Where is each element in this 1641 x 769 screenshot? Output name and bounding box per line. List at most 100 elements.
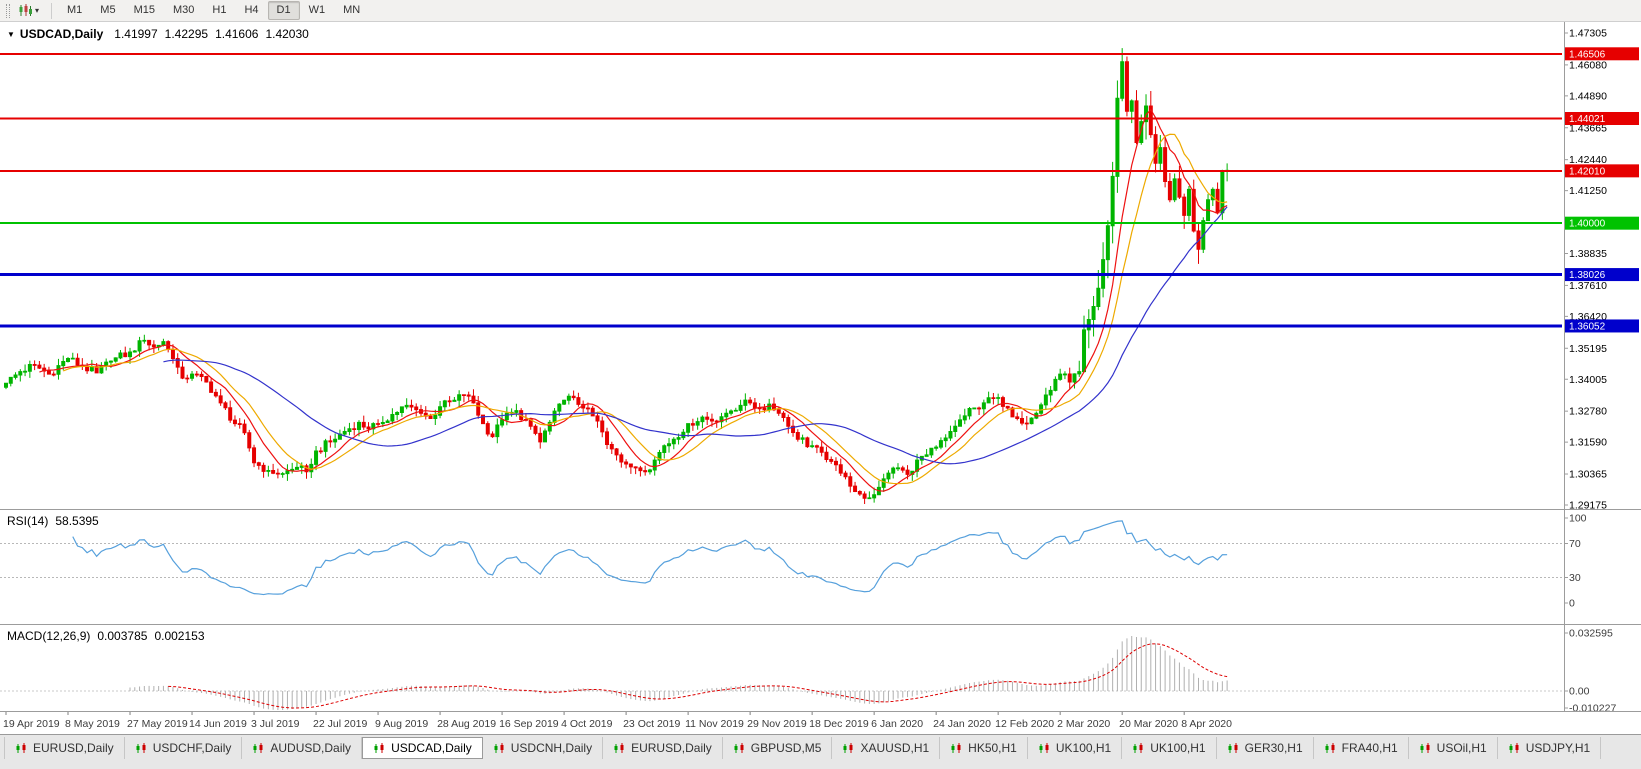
- mini-candlestick-icon: [734, 742, 744, 753]
- price-tick-label: 1.47305: [1569, 28, 1607, 40]
- date-label: 9 Aug 2019: [375, 718, 428, 730]
- date-label: 8 May 2019: [65, 718, 120, 730]
- tab-label: USOil,H1: [1436, 741, 1487, 755]
- chart-tabs-bar: EURUSD,Daily USDCHF,Daily AUDUSD,Daily USDC…: [0, 734, 1641, 769]
- chart-tab-usdchf-daily[interactable]: USDCHF,Daily: [125, 737, 243, 759]
- tab-label: AUDUSD,Daily: [270, 741, 352, 755]
- chart-symbol-label: USDCAD,Daily: [19, 27, 104, 41]
- mini-candlestick-icon: [1133, 742, 1143, 753]
- chart-type-icon[interactable]: [16, 3, 34, 18]
- macd-indicator-panel[interactable]: 0.032595 0.00 -0.010227: [0, 625, 1641, 712]
- timeframe-button-h1[interactable]: H1: [212, 4, 227, 16]
- macd-tick-label: 0.00: [1569, 686, 1590, 698]
- chart-tab-usdjpy-h1[interactable]: USDJPY,H1: [1498, 737, 1602, 759]
- chart-tab-uk100-h1[interactable]: UK100,H1: [1028, 737, 1123, 759]
- date-label: 12 Feb 2020: [995, 718, 1054, 730]
- chart-tab-gbpusd-m5[interactable]: GBPUSD,M5: [723, 737, 833, 759]
- chart-tab-xauusd-h1[interactable]: XAUUSD,H1: [832, 737, 941, 759]
- rsi-indicator-panel[interactable]: 100 70 30 0: [0, 510, 1641, 625]
- price-level-badge-label: 1.38026: [1569, 270, 1606, 281]
- price-tick-label: 1.29175: [1569, 500, 1607, 511]
- macd-signal-value: 0.002153: [154, 629, 205, 643]
- rsi-tick-label: 30: [1569, 572, 1581, 584]
- price-tick-label: 1.35195: [1569, 343, 1607, 355]
- chart-area[interactable]: 1.47305 1.46080 1.44890 1.43665 1.42440 1.412…: [0, 22, 1641, 734]
- up-candles: [4, 48, 1230, 503]
- date-label: 3 Jul 2019: [251, 718, 300, 730]
- date-label: 6 Jan 2020: [871, 718, 923, 730]
- price-tick-label: 1.43665: [1569, 122, 1607, 134]
- date-axis[interactable]: 19 Apr 2019 8 May 2019 27 May 2019 14 Jun 2…: [0, 712, 1641, 734]
- collapse-arrow-icon[interactable]: ▼: [7, 30, 15, 39]
- candlestick-chart-icon: [19, 4, 32, 16]
- mini-candlestick-icon: [1039, 742, 1049, 753]
- price-level-badge-label: 1.40000: [1569, 219, 1606, 230]
- price-level-badge: [1565, 47, 1639, 61]
- timeframe-button-m15[interactable]: M15: [133, 4, 155, 16]
- macd-header: MACD(12,26,9) 0.003785 0.002153: [7, 629, 205, 643]
- chart-tab-eurusd-daily[interactable]: EURUSD,Daily: [603, 737, 723, 759]
- timeframe-buttons-group: M1 M5 M15 M30 H1 H4 D1 W1 MN: [58, 1, 369, 20]
- timeframe-toolbar: ▾ M1 M5 M15 M30 H1 H4 D1 W1 MN: [0, 0, 1641, 22]
- date-label: 8 Apr 2020: [1181, 718, 1232, 730]
- timeframe-button-d1[interactable]: D1: [267, 1, 300, 20]
- chart-tab-usoil-h1[interactable]: USOil,H1: [1409, 737, 1498, 759]
- macd-histogram: [129, 636, 1228, 711]
- price-tick-label: 1.34005: [1569, 374, 1607, 386]
- mini-candlestick-icon: [494, 742, 504, 753]
- macd-main-value: 0.003785: [97, 629, 148, 643]
- timeframe-button-m5[interactable]: M5: [100, 4, 116, 16]
- mini-candlestick-icon: [951, 742, 961, 753]
- price-level-badge: [1565, 216, 1639, 230]
- date-label: 29 Nov 2019: [747, 718, 807, 730]
- tab-label: USDCAD,Daily: [391, 741, 472, 755]
- price-level-badge-label: 1.42010: [1569, 166, 1606, 177]
- ohlc-open-value: 1.41997: [114, 27, 158, 41]
- chart-type-dropdown-caret-icon[interactable]: ▾: [35, 6, 40, 15]
- price-tick-label: 1.41250: [1569, 185, 1607, 197]
- mini-candlestick-icon: [136, 742, 146, 753]
- chart-tab-uk100-h1[interactable]: UK100,H1: [1122, 737, 1217, 759]
- date-label: 2 Mar 2020: [1057, 718, 1110, 730]
- date-label: 4 Oct 2019: [561, 718, 613, 730]
- price-level-badge-label: 1.44021: [1569, 114, 1606, 125]
- rsi-tick-label: 0: [1569, 598, 1575, 610]
- timeframe-button-w1[interactable]: W1: [308, 4, 326, 16]
- chart-tab-audusd-daily[interactable]: AUDUSD,Daily: [242, 737, 363, 759]
- chart-tab-usdcad-daily[interactable]: USDCAD,Daily: [362, 737, 483, 759]
- tab-label: GER30,H1: [1244, 741, 1303, 755]
- timeframe-button-m1[interactable]: M1: [67, 4, 83, 16]
- candlestick-chart-panel[interactable]: 1.47305 1.46080 1.44890 1.43665 1.42440 1.412…: [0, 22, 1641, 510]
- timeframe-button-m30[interactable]: M30: [172, 4, 195, 16]
- ohlc-high-value: 1.42295: [164, 27, 209, 41]
- price-tick-label: 1.32780: [1569, 406, 1607, 418]
- price-level-badge: [1565, 112, 1639, 125]
- mini-candlestick-icon: [374, 742, 384, 753]
- chart-tab-usdcnh-daily[interactable]: USDCNH,Daily: [483, 737, 604, 759]
- date-label: 23 Oct 2019: [623, 718, 680, 730]
- price-tick-label: 1.30365: [1569, 469, 1607, 481]
- rsi-name-label: RSI(14): [7, 514, 49, 528]
- date-label: 28 Aug 2019: [437, 718, 496, 730]
- toolbar-grip-handle[interactable]: [6, 3, 10, 18]
- tab-label: USDCNH,Daily: [510, 741, 593, 755]
- tab-label: XAUUSD,H1: [860, 741, 930, 755]
- mini-candlestick-icon: [1325, 742, 1335, 753]
- timeframe-button-mn[interactable]: MN: [343, 4, 361, 16]
- date-label: 24 Jan 2020: [933, 718, 991, 730]
- chart-tab-hk50-h1[interactable]: HK50,H1: [940, 737, 1028, 759]
- chart-tab-fra40-h1[interactable]: FRA40,H1: [1314, 737, 1409, 759]
- chart-tab-eurusd-daily[interactable]: EURUSD,Daily: [4, 737, 125, 759]
- macd-signal-line: [168, 643, 1228, 709]
- tab-label: EURUSD,Daily: [33, 741, 114, 755]
- price-level-badge: [1565, 268, 1639, 282]
- ohlc-close-value: 1.42030: [265, 27, 309, 41]
- tab-label: HK50,H1: [968, 741, 1017, 755]
- rsi-current-value: 58.5395: [55, 514, 99, 528]
- date-label: 18 Dec 2019: [809, 718, 869, 730]
- chart-ohlc-header: ▼ USDCAD,Daily 1.41997 1.42295 1.41606 1.4203…: [7, 27, 309, 41]
- rsi-line: [72, 520, 1228, 596]
- chart-tab-ger30-h1[interactable]: GER30,H1: [1217, 737, 1314, 759]
- timeframe-button-h4[interactable]: H4: [244, 4, 259, 16]
